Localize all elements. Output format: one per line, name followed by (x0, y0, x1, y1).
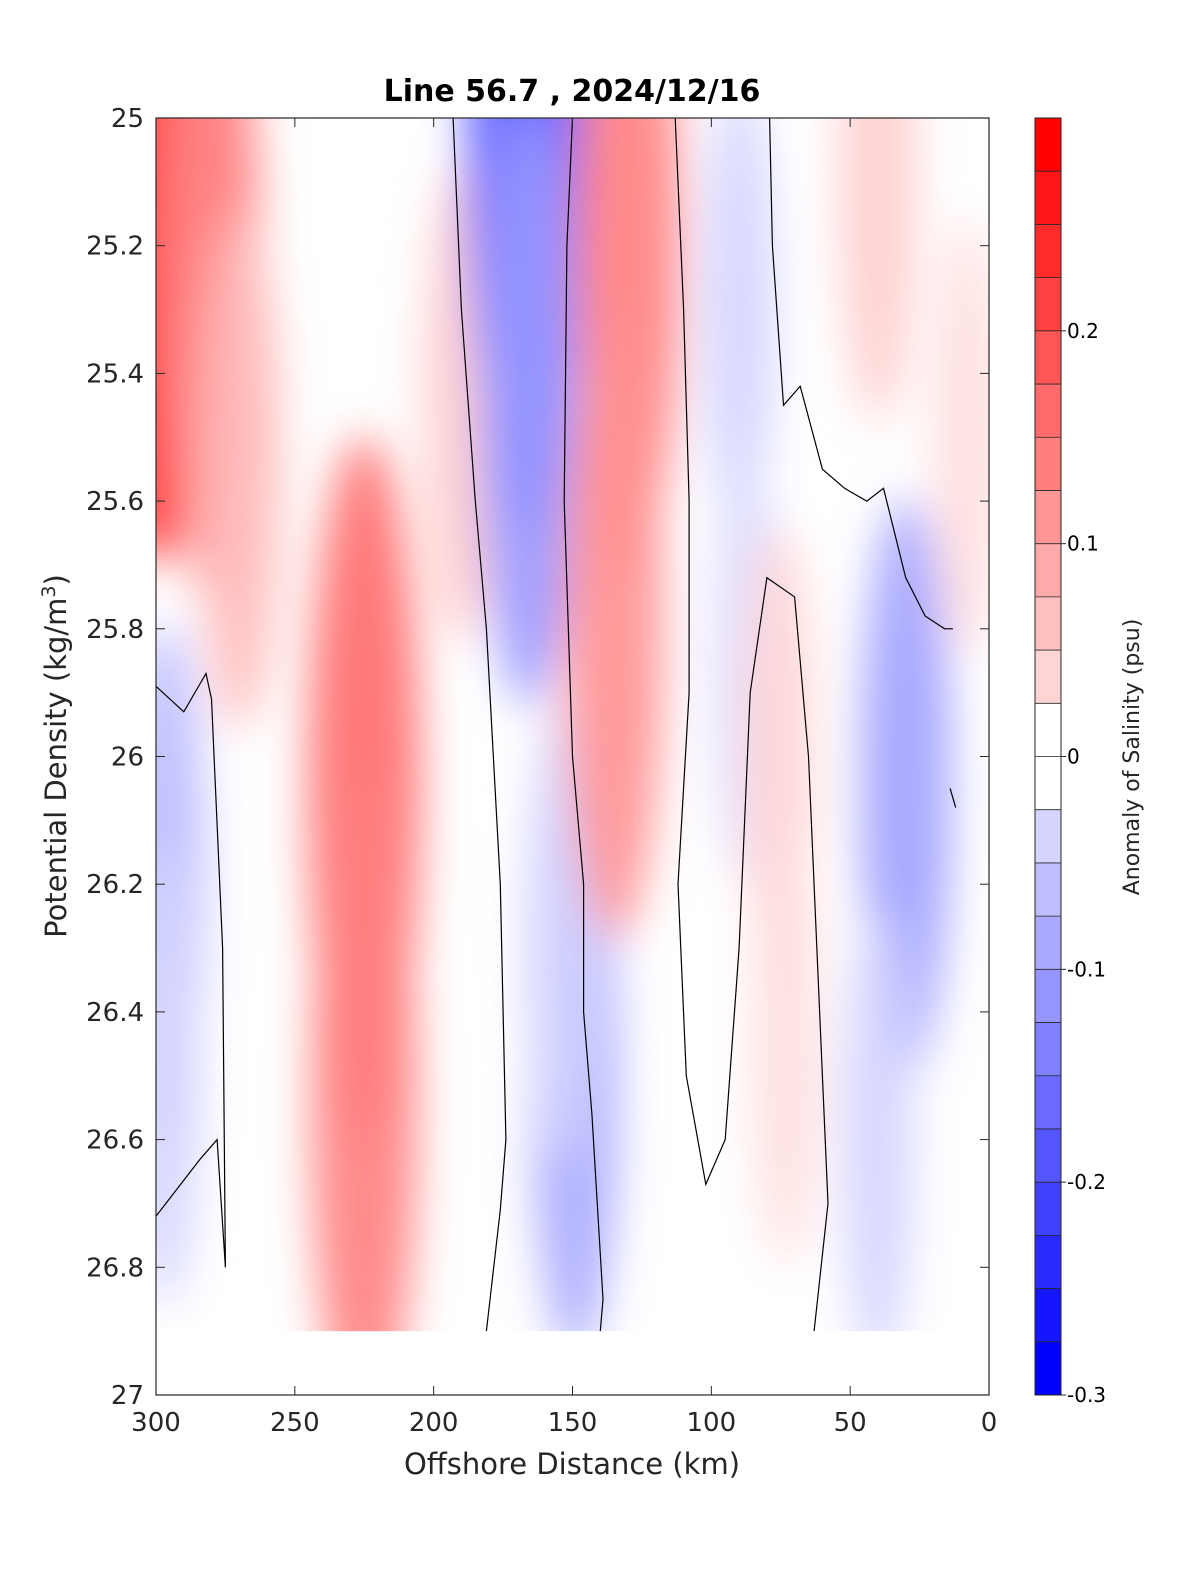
colorbar-level (1035, 703, 1061, 757)
colorbar-level (1035, 596, 1061, 651)
anomaly-feature-19 (841, 909, 915, 1370)
y-tick-label: 26.6 (86, 1126, 144, 1156)
y-tick-label: 25.2 (86, 232, 144, 262)
y-tick-label: 25.8 (86, 615, 144, 645)
anomaly-feature-20 (840, 118, 916, 422)
colorbar-tick-label: 0 (1067, 745, 1080, 769)
colorbar-level (1035, 330, 1061, 385)
x-axis-label: Offshore Distance (km) (404, 1447, 740, 1481)
anomaly-feature-7 (156, 845, 201, 1306)
colorbar-level (1035, 1235, 1061, 1289)
x-tick-label: 200 (409, 1408, 459, 1438)
zero-contour-4 (769, 118, 953, 630)
anomaly-feature-13 (564, 317, 664, 941)
colorbar-tick-label: -0.2 (1067, 1170, 1106, 1194)
y-tick-label: 25.6 (86, 487, 144, 517)
colorbar-tick-label: 0.1 (1067, 532, 1099, 556)
colorbar-level (1035, 171, 1061, 225)
colorbar-level (1035, 756, 1061, 810)
anomaly-feature-4 (311, 775, 417, 1395)
colorbar-level (1035, 862, 1061, 917)
zero-contour-5 (949, 788, 957, 808)
colorbar-level (1035, 1075, 1061, 1129)
anomaly-feature-9 (480, 118, 576, 707)
colorbar-level (1035, 1128, 1061, 1183)
no-data-region (156, 1331, 989, 1395)
colorbar-level (1035, 543, 1061, 597)
y-tick-label: 25 (111, 104, 144, 134)
colorbar-level (1035, 1341, 1061, 1395)
anomaly-feature-17 (751, 824, 821, 1264)
zero-contour-lines (156, 118, 957, 1332)
colorbar-tick-label: 0.2 (1067, 319, 1099, 343)
zero-contour-3 (674, 118, 829, 1332)
colorbar-level (1035, 118, 1061, 172)
colorbar-level (1035, 1022, 1061, 1076)
y-axis-label-suffix: ) (39, 574, 73, 585)
zero-contour-0 (156, 671, 226, 1268)
x-tick-label: 150 (548, 1408, 598, 1438)
anomaly-feature-21 (932, 217, 989, 657)
y-tick-label: 26.2 (86, 870, 144, 900)
y-tick-label: 26.4 (86, 998, 144, 1028)
x-tick-label: 300 (131, 1408, 181, 1438)
colorbar-level (1035, 437, 1061, 491)
colorbar-level (1035, 224, 1061, 278)
colorbar-tick-label: -0.1 (1067, 957, 1106, 981)
colorbar-level (1035, 809, 1061, 863)
colorbar-level (1035, 1182, 1061, 1236)
x-tick-label: 100 (687, 1408, 737, 1438)
y-tick-label: 25.4 (86, 359, 144, 389)
colorbar-level (1035, 490, 1061, 544)
anomaly-blobs (156, 118, 989, 1395)
chart-title: Line 56.7 , 2024/12/16 (384, 74, 761, 109)
x-tick-label: 50 (834, 1408, 867, 1438)
colorbar-level (1035, 384, 1061, 438)
y-axis: 25 25.2 25.4 25.6 25.8 26 26.2 26.4 26.6 26.8 27 (86, 104, 989, 1411)
colorbar-label: Anomaly of Salinity (psu) (1120, 619, 1145, 896)
colorbar-level (1035, 969, 1061, 1023)
anomaly-feature-14 (703, 118, 776, 540)
y-tick-label: 26 (111, 743, 144, 773)
y-tick-label: 26.8 (86, 1253, 144, 1283)
y-axis-label-superscript: 3 (38, 585, 60, 597)
salinity-anomaly-field (156, 118, 989, 1395)
x-tick-label: 250 (270, 1408, 320, 1438)
anomaly-feature-2 (198, 208, 281, 730)
colorbar-level (1035, 650, 1061, 704)
x-tick-label: 0 (981, 1408, 998, 1438)
colorbar-tick-label: -0.3 (1067, 1383, 1106, 1407)
zero-contour-2 (563, 118, 604, 1332)
y-axis-label: Potential Density (kg/m3) (38, 574, 73, 938)
y-axis-label-main: Potential Density (kg/m (39, 598, 73, 938)
zero-contour-1 (452, 118, 507, 1332)
colorbar-level (1035, 277, 1061, 331)
colorbar-level (1035, 916, 1061, 970)
y-tick-label: 27 (111, 1381, 144, 1411)
x-axis: 300 250 200 150 100 50 0 (131, 118, 997, 1438)
colorbar: 0.2 0.1 0 -0.1 -0.2 -0.3 (1034, 117, 1106, 1407)
colorbar-level (1035, 1288, 1061, 1342)
